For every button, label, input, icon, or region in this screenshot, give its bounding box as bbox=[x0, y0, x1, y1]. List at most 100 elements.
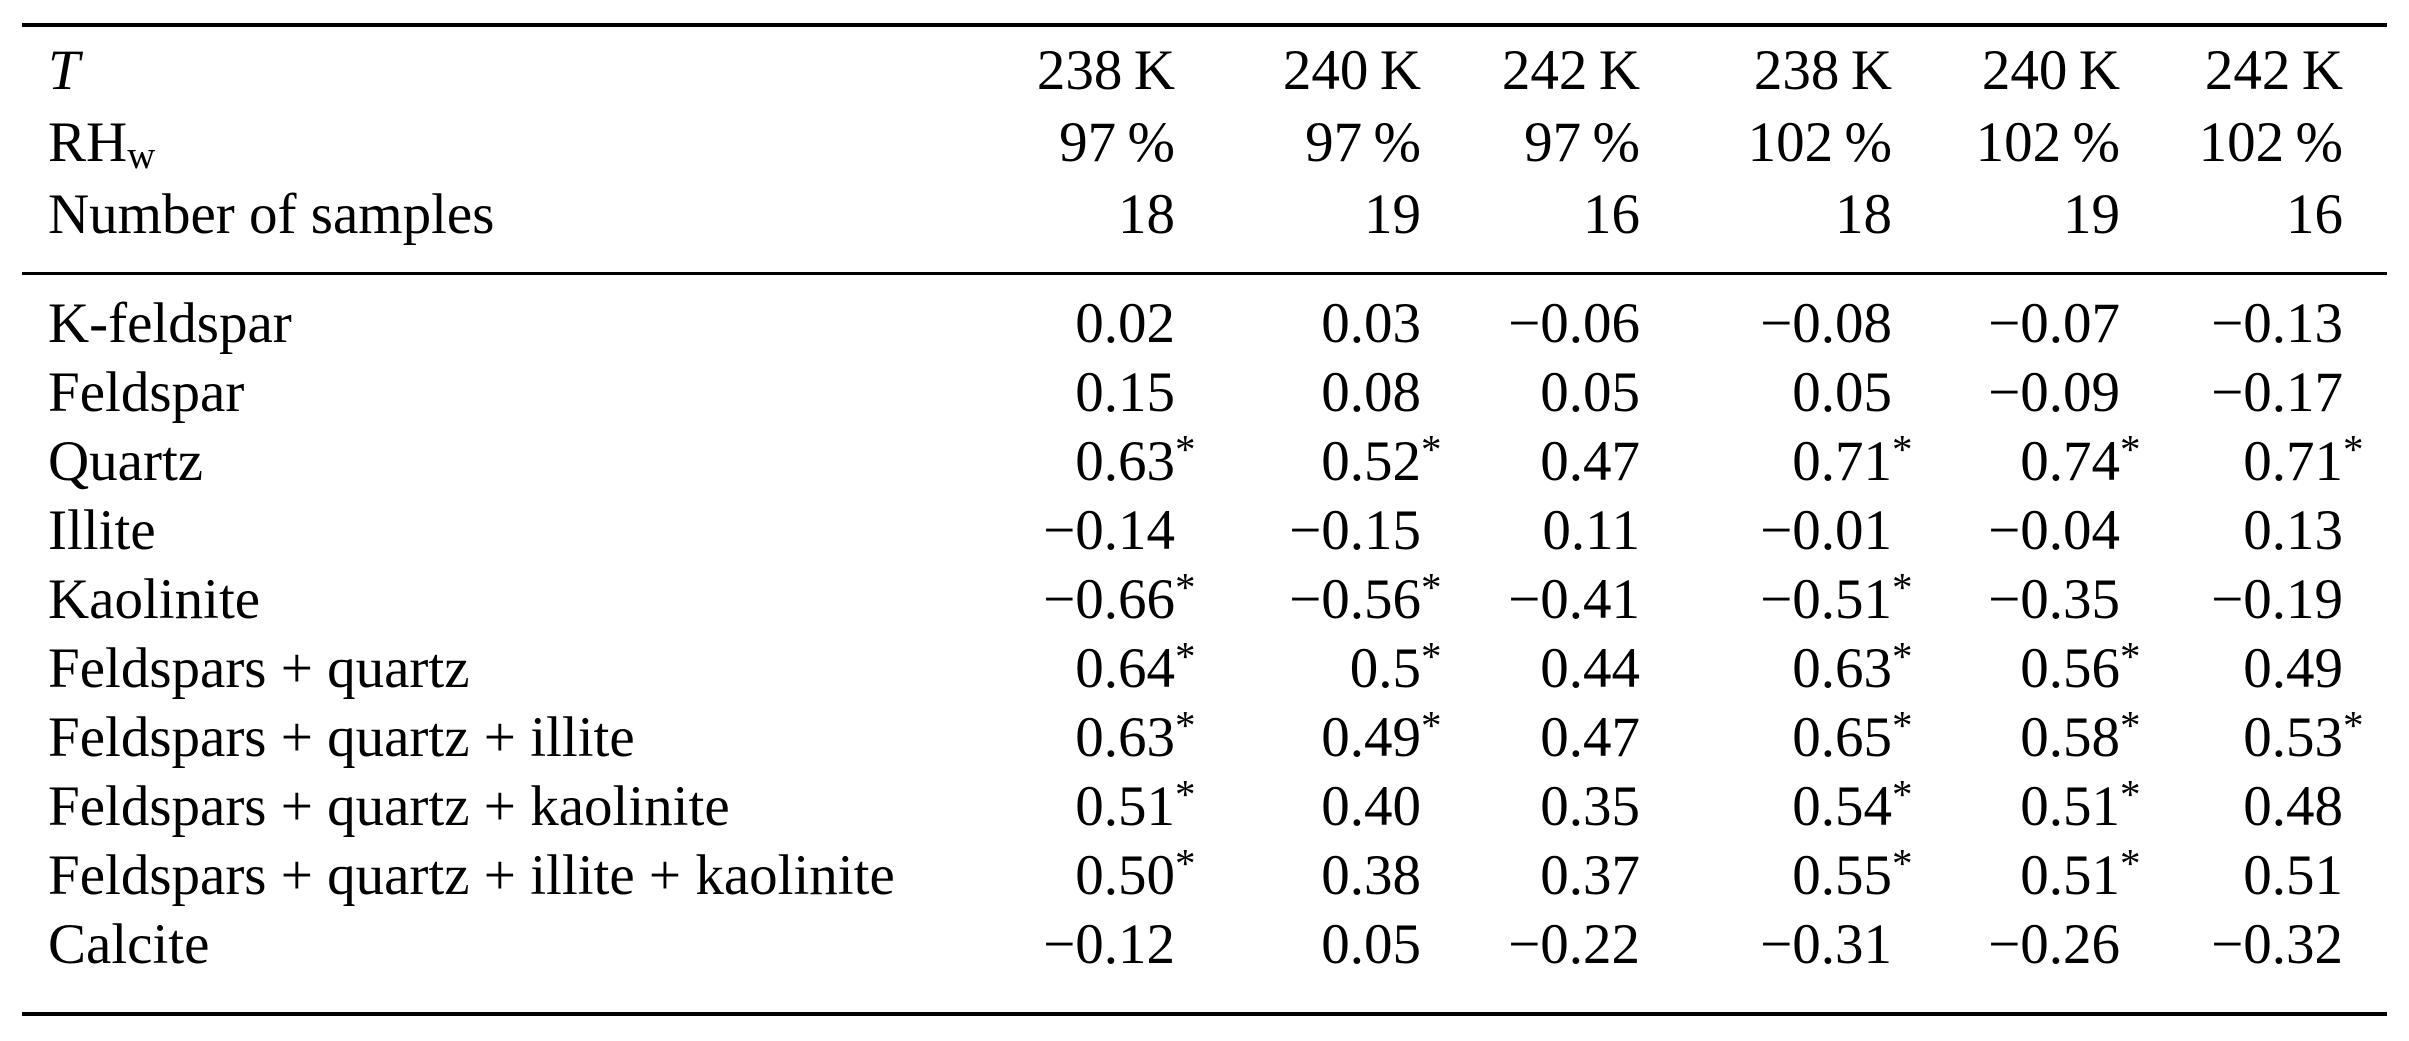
value-cell: 0.08 bbox=[1321, 361, 1421, 424]
value-cell: 240 K bbox=[1282, 39, 1421, 102]
row-label: Calcite bbox=[48, 913, 210, 976]
value-cell: 0.51 bbox=[2243, 844, 2343, 907]
value-cell: 0.56* bbox=[2020, 632, 2141, 700]
value-cell: 0.40 bbox=[1321, 775, 1421, 838]
table-top-rule bbox=[22, 23, 2387, 27]
row-label: Feldspar bbox=[48, 361, 245, 424]
value-cell: 0.58* bbox=[2020, 701, 2141, 769]
value-cell: 0.38 bbox=[1321, 844, 1421, 907]
value-cell: 97 % bbox=[1305, 111, 1421, 174]
value-cell: −0.22 bbox=[1508, 913, 1640, 976]
value-cell: −0.14 bbox=[1043, 499, 1175, 562]
table-body-block: K-feldspar 0.02 0.03 −0.06 −0.08 −0.07 −0.13 Fe… bbox=[22, 289, 2387, 979]
row-label: K-feldspar bbox=[48, 292, 292, 355]
value-cell: 0.50* bbox=[1075, 839, 1196, 907]
value-cell: 0.71* bbox=[1792, 425, 1913, 493]
value-cell: 0.52* bbox=[1321, 425, 1442, 493]
table-row: Illite −0.14 −0.15 0.11 −0.01 −0.04 0.13 bbox=[22, 496, 2387, 565]
value-cell: −0.04 bbox=[1988, 499, 2120, 562]
value-cell: −0.41 bbox=[1508, 568, 1640, 631]
value-cell: 0.74* bbox=[2020, 425, 2141, 493]
header-row: T 238 K 240 K 242 K 238 K 240 K 242 K bbox=[22, 35, 2387, 107]
value-cell: −0.06 bbox=[1508, 292, 1640, 355]
value-cell: 0.47 bbox=[1540, 430, 1640, 493]
value-cell: −0.19 bbox=[2211, 568, 2343, 631]
value-cell: 0.11 bbox=[1542, 499, 1640, 562]
row-label: Feldspars + quartz + kaolinite bbox=[48, 775, 730, 838]
table-header-rule bbox=[22, 272, 2387, 275]
value-cell: 0.64* bbox=[1075, 632, 1196, 700]
value-cell: 97 % bbox=[1524, 111, 1640, 174]
value-cell: 18 bbox=[1835, 183, 1892, 246]
value-cell: 0.47 bbox=[1540, 706, 1640, 769]
table-bottom-rule bbox=[22, 1012, 2387, 1016]
value-cell: 0.54* bbox=[1792, 770, 1913, 838]
value-cell: −0.09 bbox=[1988, 361, 2120, 424]
value-cell: −0.66* bbox=[1043, 563, 1196, 631]
value-cell: 0.5* bbox=[1349, 632, 1442, 700]
value-cell: −0.31 bbox=[1760, 913, 1892, 976]
table-row: Feldspars + quartz + illite + kaolinite 0… bbox=[22, 841, 2387, 910]
value-cell: 0.05 bbox=[1540, 361, 1640, 424]
value-cell: 18 bbox=[1118, 183, 1175, 246]
value-cell: 19 bbox=[1364, 183, 1421, 246]
value-cell: 0.03 bbox=[1321, 292, 1421, 355]
value-cell: 0.51* bbox=[2020, 839, 2141, 907]
value-cell: 0.15 bbox=[1075, 361, 1175, 424]
table-row: K-feldspar 0.02 0.03 −0.06 −0.08 −0.07 −0.13 bbox=[22, 289, 2387, 358]
row-label: Feldspars + quartz bbox=[48, 637, 470, 700]
value-cell: −0.17 bbox=[2211, 361, 2343, 424]
value-cell: 0.37 bbox=[1540, 844, 1640, 907]
row-label: Feldspars + quartz + illite + kaolinite bbox=[48, 844, 895, 907]
value-cell: 0.51* bbox=[2020, 770, 2141, 838]
value-cell: 0.35 bbox=[1540, 775, 1640, 838]
value-cell: 242 K bbox=[1501, 39, 1640, 102]
row-label: RHw bbox=[48, 111, 156, 177]
value-cell: 102 % bbox=[1747, 111, 1892, 174]
table-header-block: T 238 K 240 K 242 K 238 K 240 K 242 K RHw 97 % 97… bbox=[22, 35, 2387, 251]
value-cell: 0.63* bbox=[1792, 632, 1913, 700]
value-cell: 0.55* bbox=[1792, 839, 1913, 907]
value-cell: 16 bbox=[2286, 183, 2343, 246]
value-cell: 97 % bbox=[1059, 111, 1175, 174]
header-row: RHw 97 % 97 % 97 % 102 % 102 % 102 % bbox=[22, 107, 2387, 179]
row-label: Feldspars + quartz + illite bbox=[48, 706, 635, 769]
value-cell: 0.63* bbox=[1075, 425, 1196, 493]
value-cell: 0.49* bbox=[1321, 701, 1442, 769]
value-cell: −0.07 bbox=[1988, 292, 2120, 355]
value-cell: −0.26 bbox=[1988, 913, 2120, 976]
row-label: Kaolinite bbox=[48, 568, 261, 631]
value-cell: 0.71* bbox=[2243, 425, 2364, 493]
value-cell: 0.13 bbox=[2243, 499, 2343, 562]
value-cell: −0.13 bbox=[2211, 292, 2343, 355]
value-cell: −0.15 bbox=[1289, 499, 1421, 562]
value-cell: 16 bbox=[1583, 183, 1640, 246]
value-cell: 102 % bbox=[2198, 111, 2343, 174]
value-cell: −0.51* bbox=[1760, 563, 1913, 631]
table-row: Feldspars + quartz + illite 0.63* 0.49* 0.4… bbox=[22, 703, 2387, 772]
value-cell: 0.05 bbox=[1321, 913, 1421, 976]
value-cell: 0.49 bbox=[2243, 637, 2343, 700]
value-cell: 0.53* bbox=[2243, 701, 2364, 769]
value-cell: −0.12 bbox=[1043, 913, 1175, 976]
value-cell: 238 K bbox=[1753, 39, 1892, 102]
row-label: Illite bbox=[48, 499, 156, 562]
value-cell: 0.63* bbox=[1075, 701, 1196, 769]
table-row: Feldspars + quartz 0.64* 0.5* 0.44 0.63* 0.56… bbox=[22, 634, 2387, 703]
value-cell: −0.01 bbox=[1760, 499, 1892, 562]
value-cell: 0.05 bbox=[1792, 361, 1892, 424]
value-cell: 0.65* bbox=[1792, 701, 1913, 769]
table-row: Feldspar 0.15 0.08 0.05 0.05 −0.09 −0.17 bbox=[22, 358, 2387, 427]
value-cell: 0.02 bbox=[1075, 292, 1175, 355]
value-cell: −0.35 bbox=[1988, 568, 2120, 631]
value-cell: 240 K bbox=[1981, 39, 2120, 102]
row-label: T bbox=[48, 39, 80, 102]
value-cell: 242 K bbox=[2204, 39, 2343, 102]
value-cell: 19 bbox=[2063, 183, 2120, 246]
value-cell: 0.44 bbox=[1540, 637, 1640, 700]
value-cell: −0.56* bbox=[1289, 563, 1442, 631]
header-row: Number of samples 18 19 16 18 19 16 bbox=[22, 179, 2387, 251]
row-label: Number of samples bbox=[48, 183, 495, 246]
table-row: Calcite −0.12 0.05 −0.22 −0.31 −0.26 −0.32 bbox=[22, 910, 2387, 979]
label-subscript: w bbox=[127, 133, 156, 177]
